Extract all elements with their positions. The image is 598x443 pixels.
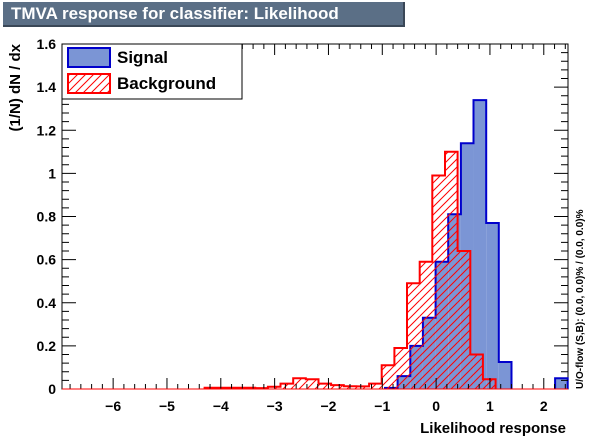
y-tick-label-8: 1.6: [37, 36, 57, 52]
background-bin-20: [457, 251, 471, 389]
background-bin-21: [470, 354, 483, 389]
x-tick-label-3: −3: [267, 398, 283, 414]
background-bin-13: [369, 383, 382, 389]
chart-title: TMVA response for classifier: Likelihood: [11, 4, 339, 23]
legend-signal-label: Signal: [117, 48, 168, 67]
background-bin-12: [356, 386, 370, 389]
background-bin-17: [419, 261, 433, 389]
background-bin-19: [444, 151, 458, 389]
y-tick-label-0: 0: [48, 381, 56, 397]
x-tick-label-0: −6: [105, 398, 121, 414]
background-bin-10: [331, 385, 344, 389]
y-tick-label-7: 1.4: [37, 79, 57, 95]
y-tick-label-5: 1: [48, 165, 56, 181]
y-axis-title: (1/N) dN / dx: [7, 43, 24, 131]
background-bin-16: [407, 283, 420, 389]
x-tick-label-7: 1: [486, 398, 494, 414]
signal-bin-9: [498, 362, 512, 389]
legend-signal-swatch: [67, 47, 111, 68]
x-tick-label-2: −4: [213, 398, 229, 414]
x-tick-label-4: −2: [320, 398, 336, 414]
y-tick-label-4: 0.8: [37, 209, 57, 225]
background-bin-8: [305, 379, 319, 389]
y-tick-label-6: 1.2: [37, 122, 57, 138]
y-tick-label-3: 0.6: [37, 252, 57, 268]
x-tick-label-5: −1: [374, 398, 390, 414]
background-bin-9: [318, 383, 332, 389]
x-tick-label-8: 2: [540, 398, 548, 414]
background-bin-14: [381, 365, 395, 389]
y-axis-ticks: 0 0.2 0.4 0.6 0.8 1 1.2 1.4 1.6: [37, 36, 568, 397]
background-bin-6: [280, 383, 294, 389]
chart-title-box: TMVA response for classifier: Likelihood: [3, 2, 405, 27]
overflow-note: U/O-flow (S,B): (0.0, 0.0)% / (0.0, 0.0)…: [575, 209, 586, 389]
signal-bin-7: [473, 100, 487, 389]
y-tick-label-1: 0.2: [37, 338, 57, 354]
x-axis-title: Likelihood response: [420, 420, 566, 437]
legend: Signal Background: [61, 43, 243, 100]
background-outline: [203, 150, 497, 390]
x-tick-label-6: 0: [432, 398, 440, 414]
signal-bin-8: [486, 222, 499, 389]
legend-background-swatch: [67, 73, 111, 94]
signal-bin-10: [555, 378, 568, 389]
background-bin-15: [394, 348, 408, 389]
background-bin-18: [432, 175, 445, 389]
legend-background-label: Background: [117, 74, 216, 93]
background-bin-7: [293, 378, 306, 389]
x-tick-label-1: −5: [159, 398, 175, 414]
x-axis-ticks: −6 −5 −4 −3 −2 −1 0 1 2: [69, 44, 566, 414]
background-histogram: [204, 151, 496, 389]
y-tick-label-2: 0.4: [37, 295, 57, 311]
background-bin-22: [482, 379, 496, 389]
